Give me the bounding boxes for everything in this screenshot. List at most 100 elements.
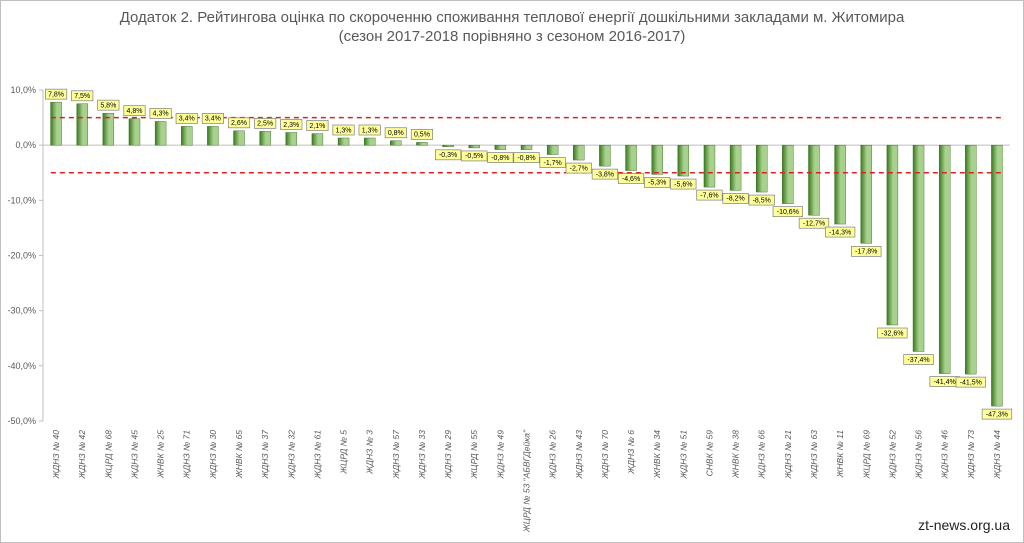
data-label-box (201, 113, 224, 124)
x-tick-label: ЖДНЗ № 51 (678, 430, 688, 480)
data-label: -37,4% (903, 354, 934, 365)
x-tick-label: ЖДНЗ № 3 (365, 430, 375, 475)
x-tick-label: ЖЦРД № 55 (469, 430, 479, 480)
bar (520, 144, 533, 150)
x-tick-label: ЖНВК № 25 (156, 430, 166, 479)
data-label-text: -0,8% (491, 155, 509, 162)
data-label: -2,7% (565, 162, 592, 174)
y-tick-label: -40,0% (7, 361, 36, 371)
data-label-box (955, 376, 986, 388)
x-tick-label: ЖНВК № 38 (731, 430, 741, 479)
y-tick-label: 10,0% (10, 85, 36, 95)
bar (50, 101, 62, 146)
data-label-text: -0,3% (439, 152, 457, 159)
x-tick-label: ЖДНЗ № 37 (260, 430, 270, 480)
bar (546, 144, 559, 155)
data-label-text: -10,6% (777, 209, 799, 216)
bar (233, 130, 245, 146)
data-label-text: -5,3% (648, 180, 666, 187)
data-label-box (384, 127, 407, 139)
x-tick-label: ЖЦРД № 5 (339, 430, 349, 475)
y-tick-label: -30,0% (7, 306, 36, 316)
data-label-box (748, 194, 775, 206)
data-label: 0,8% (384, 127, 407, 139)
bar (363, 137, 376, 146)
y-tick-label: 0,0% (15, 140, 36, 150)
x-tick-label: ЖДНЗ № 33 (417, 430, 427, 480)
bar (573, 144, 585, 161)
x-axis-labels: ЖДНЗ № 40 ЖДНЗ № 42 ЖЦРД № 68 ЖДНЗ № 45 ЖНВК… (51, 429, 1002, 533)
data-label-box (175, 113, 198, 124)
title-line-2: (сезон 2017-2018 порівняно з сезоном 201… (338, 28, 686, 45)
data-label: -0,8% (513, 152, 540, 163)
data-label: 7,8% (45, 88, 68, 100)
bar (834, 144, 846, 225)
data-label-box (824, 226, 856, 238)
bar (102, 112, 115, 146)
data-label-box (45, 88, 68, 100)
data-label-box (696, 189, 723, 201)
data-label-box (97, 99, 120, 111)
data-label-text: 2,1% (309, 123, 325, 130)
x-tick-label: ЖДНЗ № 52 (887, 430, 897, 480)
data-label: -5,6% (670, 178, 697, 190)
x-tick-label: ЖНВК № 34 (652, 430, 662, 479)
x-tick-label: ЖНВК № 11 (835, 430, 845, 479)
bar (808, 144, 820, 216)
x-tick-label: ЖДНЗ № 44 (992, 430, 1002, 480)
data-label: -47,3% (981, 408, 1013, 420)
bar (625, 144, 637, 171)
data-label-text: -8,2% (726, 196, 744, 203)
data-label: 5,8% (97, 99, 120, 111)
data-label: -10,6% (772, 206, 804, 217)
data-label: 2,1% (306, 120, 329, 131)
data-label-text: -14,3% (829, 229, 851, 236)
x-tick-label: СНВК № 59 (704, 430, 714, 477)
data-label-text: -2,7% (570, 165, 588, 172)
y-tick-label: -20,0% (7, 251, 36, 261)
x-tick-label: ЖДНЗ № 6 (626, 430, 636, 475)
bar (468, 144, 480, 149)
data-label-text: -5,6% (674, 181, 692, 188)
y-tick-label: -10,0% (7, 195, 36, 205)
chart-title: Додаток 2. Рейтингова оцінка по скорочен… (0, 8, 1024, 46)
data-label-text: 4,8% (126, 108, 142, 115)
x-tick-label: ЖДНЗ № 26 (548, 430, 558, 480)
data-label-box (71, 90, 94, 102)
x-tick-label: ЖДНЗ № 73 (966, 430, 976, 480)
data-label-text: -41,4% (934, 379, 956, 386)
bar (76, 103, 88, 146)
bar (703, 144, 716, 188)
bar (677, 144, 690, 177)
data-label: 2,3% (280, 119, 303, 130)
data-label-text: -32,6% (881, 330, 903, 337)
x-tick-label: ЖДНЗ № 49 (495, 430, 505, 480)
data-label-box (981, 408, 1013, 420)
data-label: 2,6% (227, 117, 251, 129)
data-label: -41,5% (955, 376, 986, 388)
data-label: 1,3% (332, 124, 355, 136)
x-tick-label: ЖДНЗ № 46 (940, 430, 950, 480)
bar (311, 133, 324, 146)
x-tick-label: ЖДНЗ № 45 (129, 430, 139, 480)
bar (128, 118, 141, 146)
x-tick-label: ЖДНЗ № 30 (208, 430, 218, 480)
bar (207, 126, 219, 146)
data-label-box (227, 117, 251, 129)
data-label-text: -37,4% (907, 357, 929, 364)
data-label-box (332, 124, 355, 136)
bar (181, 126, 193, 146)
data-label-text: -0,5% (465, 153, 483, 160)
data-label: -0,8% (487, 152, 514, 163)
x-tick-label: ЖДНЗ № 32 (286, 430, 296, 480)
data-label-box (513, 152, 540, 163)
data-label: -32,6% (877, 327, 908, 339)
bar (938, 144, 951, 374)
data-label: 2,5% (254, 118, 277, 129)
bar (599, 144, 611, 167)
bar (912, 144, 925, 352)
bar (965, 144, 977, 375)
data-label-text: 1,3% (362, 127, 378, 134)
data-label-box (280, 119, 303, 130)
x-tick-label: ЖДНЗ № 43 (574, 430, 584, 480)
